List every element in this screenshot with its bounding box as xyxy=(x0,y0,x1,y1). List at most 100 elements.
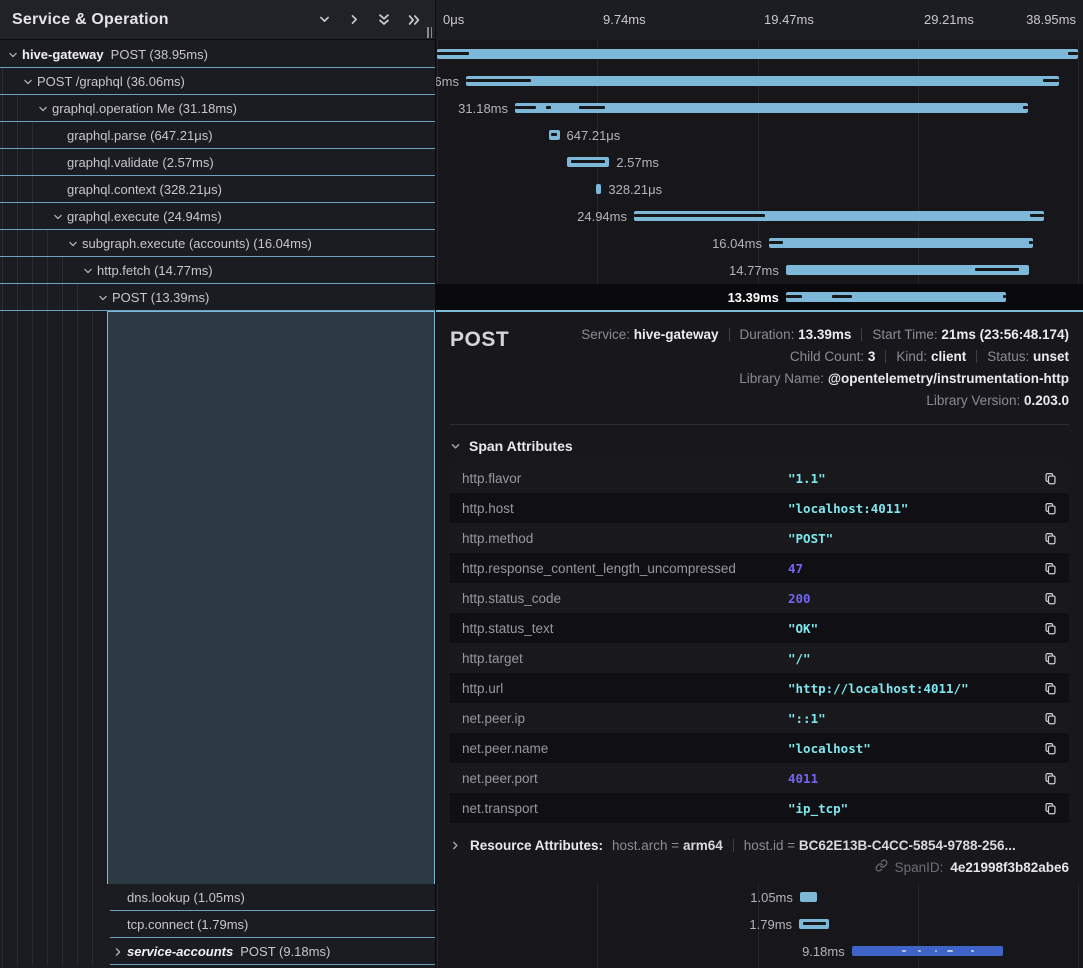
meta-label: Start Time: xyxy=(872,327,942,342)
span-name-label: dns.lookup (1.05ms) xyxy=(0,884,435,911)
collapse-chevron-icon[interactable] xyxy=(8,50,18,60)
attribute-row: http.url "http://localhost:4011/" xyxy=(450,673,1069,703)
tree-row[interactable]: hive-gateway POST (38.95ms) xyxy=(0,41,435,68)
span-bar[interactable] xyxy=(567,157,610,167)
span-bar[interactable] xyxy=(785,292,1007,302)
copy-button[interactable] xyxy=(1044,652,1057,665)
indent-guide xyxy=(17,911,18,938)
timeline-row[interactable]: 9.18ms xyxy=(435,938,1083,965)
timeline-row[interactable]: 6ms xyxy=(435,68,1083,95)
span-bar[interactable] xyxy=(799,892,818,902)
span-bar-segment xyxy=(1002,295,1007,298)
tree-row[interactable]: subgraph.execute (accounts) (16.04ms) xyxy=(0,230,435,257)
collapse-chevron-icon[interactable] xyxy=(68,239,78,249)
tree-row[interactable]: tcp.connect (1.79ms) xyxy=(0,911,435,938)
meta-label: Library Version: xyxy=(926,393,1024,408)
indent-guide xyxy=(32,938,33,965)
tree-row[interactable]: POST /graphql (36.06ms) xyxy=(0,68,435,95)
copy-button[interactable] xyxy=(1044,532,1057,545)
collapse-chevron-icon[interactable] xyxy=(98,293,108,303)
tree-row[interactable]: service-accounts POST (9.18ms) xyxy=(0,938,435,965)
indent-guide xyxy=(2,884,3,911)
attribute-value: "localhost" xyxy=(788,740,871,756)
tree-row[interactable]: graphql.operation Me (31.18ms) xyxy=(0,95,435,122)
span-attributes-header[interactable]: Span Attributes xyxy=(450,438,1069,454)
attribute-value: 200 xyxy=(788,590,811,606)
panel-resize-handle[interactable] xyxy=(427,27,432,38)
tree-row[interactable]: graphql.context (328.21μs) xyxy=(0,176,435,203)
timeline-row[interactable]: 1.05ms xyxy=(435,884,1083,911)
span-name-label: graphql.execute (24.94ms) xyxy=(0,203,435,230)
tree-row[interactable]: graphql.execute (24.94ms) xyxy=(0,203,435,230)
span-name-label: graphql.context (328.21μs) xyxy=(0,176,435,203)
copy-button[interactable] xyxy=(1044,802,1057,815)
timeline-row[interactable]: 647.21μs xyxy=(435,122,1083,149)
collapse-one-button[interactable] xyxy=(309,6,339,34)
operation-name: POST (38.95ms) xyxy=(110,47,208,62)
tree-row[interactable]: dns.lookup (1.05ms) xyxy=(0,884,435,911)
span-bar[interactable] xyxy=(633,211,1045,221)
timeline-row[interactable]: 31.18ms xyxy=(435,95,1083,122)
resource-attributes-title[interactable]: Resource Attributes: xyxy=(470,838,604,853)
operation-name: subgraph.execute (accounts) (16.04ms) xyxy=(82,236,312,251)
chevron-right-icon[interactable] xyxy=(450,840,461,851)
copy-button[interactable] xyxy=(1044,742,1057,755)
indent-guide xyxy=(2,911,3,938)
tree-row[interactable]: POST (13.39ms) xyxy=(0,284,435,311)
timeline-row[interactable]: 14.77ms xyxy=(435,257,1083,284)
collapse-chevron-icon[interactable] xyxy=(23,77,33,87)
span-bar[interactable] xyxy=(799,919,829,929)
copy-button[interactable] xyxy=(1044,562,1057,575)
collapse-all-button[interactable] xyxy=(369,6,399,34)
copy-button[interactable] xyxy=(1044,682,1057,695)
span-bar[interactable] xyxy=(785,265,1029,275)
timeline-row[interactable]: 16.04ms xyxy=(435,230,1083,257)
span-id-value: 4e21998f3b82abe6 xyxy=(950,859,1069,875)
span-bar[interactable] xyxy=(437,49,1078,59)
tree-row[interactable]: http.fetch (14.77ms) xyxy=(0,257,435,284)
timeline-row[interactable]: 24.94ms xyxy=(435,203,1083,230)
span-bar[interactable] xyxy=(465,76,1060,86)
collapse-chevron-icon[interactable] xyxy=(38,104,48,114)
operation-name: tcp.connect (1.79ms) xyxy=(127,917,249,932)
copy-button[interactable] xyxy=(1044,592,1057,605)
timeline-row[interactable]: 13.39ms xyxy=(435,284,1083,311)
copy-button[interactable] xyxy=(1044,502,1057,515)
span-bar[interactable] xyxy=(515,103,1029,113)
attribute-row: net.peer.port 4011 xyxy=(450,763,1069,793)
copy-icon xyxy=(1044,802,1057,815)
timeline-row[interactable]: 328.21μs xyxy=(435,176,1083,203)
copy-button[interactable] xyxy=(1044,622,1057,635)
span-bar[interactable] xyxy=(595,184,602,194)
indent-guide xyxy=(2,41,3,968)
span-name-label: POST (13.39ms) xyxy=(0,284,435,311)
tree-row[interactable]: graphql.validate (2.57ms) xyxy=(0,149,435,176)
expand-one-button[interactable] xyxy=(339,6,369,34)
panel-divider[interactable] xyxy=(435,0,436,968)
copy-button[interactable] xyxy=(1044,472,1057,485)
tree-row[interactable]: graphql.parse (647.21μs) xyxy=(0,122,435,149)
span-bar[interactable] xyxy=(768,238,1033,248)
expand-all-button[interactable] xyxy=(399,6,429,34)
collapse-chevron-icon[interactable] xyxy=(53,212,63,222)
span-bar[interactable] xyxy=(851,946,1003,956)
meta-label: Status: xyxy=(987,349,1033,364)
selected-span-expanded-area xyxy=(107,311,435,884)
timeline-row[interactable]: 2.57ms xyxy=(435,149,1083,176)
resource-key: host.id = xyxy=(743,838,799,853)
expand-chevron-icon[interactable] xyxy=(113,947,123,957)
indent-guide xyxy=(17,122,18,149)
section-divider xyxy=(450,424,1069,425)
timeline-row[interactable] xyxy=(435,41,1083,68)
attribute-row: http.target "/" xyxy=(450,643,1069,673)
link-icon[interactable] xyxy=(875,859,888,875)
timeline-row[interactable]: 1.79ms xyxy=(435,911,1083,938)
row-separator xyxy=(0,67,435,68)
attribute-value: "/" xyxy=(788,650,811,666)
copy-button[interactable] xyxy=(1044,712,1057,725)
row-separator xyxy=(0,148,435,149)
copy-button[interactable] xyxy=(1044,772,1057,785)
collapse-chevron-icon[interactable] xyxy=(83,266,93,276)
span-bar[interactable] xyxy=(548,130,560,140)
indent-guide xyxy=(47,230,48,257)
